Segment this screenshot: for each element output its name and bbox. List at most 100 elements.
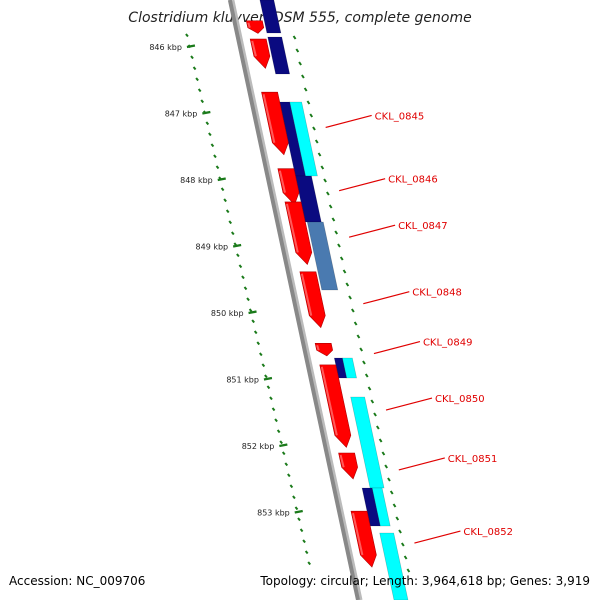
gene-label-leader [348, 224, 396, 238]
outer-track-dash [400, 542, 405, 547]
kbp-tick-label: 846 kbp [149, 43, 182, 52]
ruler-dot [251, 319, 255, 324]
ruler-dot [274, 418, 278, 423]
kbp-tick-label: 847 kbp [165, 110, 198, 119]
kbp-tick [279, 443, 288, 448]
gene-arrow-highlight [262, 94, 276, 143]
outer-track-dash [398, 529, 402, 534]
ruler-dot [210, 143, 215, 148]
feature-block [306, 221, 339, 291]
kbp-tick-label: 853 kbp [257, 509, 290, 518]
ruler-dot [246, 297, 250, 302]
ruler-dot [279, 440, 283, 445]
gene-label-leader [363, 291, 410, 305]
outer-track-dash [292, 35, 297, 40]
outer-track-dash [317, 152, 322, 157]
ruler-dot [228, 220, 233, 225]
ruler-dot [289, 484, 294, 489]
gene-label-text: CKL_0845 [375, 111, 425, 122]
ruler-dot [253, 330, 258, 335]
ruler-dot [238, 264, 243, 269]
ruler-dot [220, 187, 225, 192]
gene-label-leader [325, 114, 372, 129]
ruler-dot [287, 473, 291, 478]
kbp-ruler: 846 kbp 847 kbp 848 kbp 849 kbp 850 kbp 851 k… [149, 33, 311, 566]
gene-arrow [277, 168, 300, 206]
gene-arrow-highlight [300, 273, 313, 316]
backbone-line [227, 0, 360, 600]
feature-block [350, 396, 385, 489]
gene-labels: CKL_0845 CKL_0846 CKL_0847 CKL_0848 CKL_0849… [325, 111, 513, 544]
gene-arrow [249, 38, 271, 69]
ruler-dot [185, 33, 189, 38]
ruler-dot [264, 374, 268, 379]
gene-arrow [350, 510, 377, 568]
gene-label-leader [373, 340, 421, 355]
kbp-tick-label: 850 kbp [211, 309, 244, 318]
outer-track-dash [323, 178, 327, 183]
outer-track-dash [395, 516, 400, 521]
outer-track-dash [353, 321, 358, 326]
ruler-dot [205, 121, 210, 126]
ruler-dot [302, 539, 306, 544]
outer-track-dash [328, 204, 333, 209]
kbp-tick [217, 177, 226, 182]
outer-track-dash [392, 503, 397, 508]
outer-track-dash [356, 334, 361, 339]
feature-block [289, 101, 318, 177]
outer-track-dash [314, 139, 319, 144]
outer-track-dash [403, 555, 408, 560]
ruler-dot [223, 198, 227, 203]
gene-arrow-highlight [320, 366, 338, 436]
ruler-dot [248, 308, 253, 313]
gene-label-leader [385, 397, 433, 411]
gene-arrow-highlight [352, 512, 364, 556]
ruler-dot [297, 517, 301, 522]
gene-label-text: CKL_0850 [435, 394, 485, 405]
ruler-dot [304, 550, 309, 555]
gene-arrow-highlight [286, 203, 299, 253]
gene-arrow [284, 201, 313, 266]
kbp-tick [263, 376, 273, 381]
feature-block [371, 487, 391, 527]
outer-track-dash [370, 399, 375, 404]
feature-tracks [259, 0, 411, 600]
outer-track-dash [301, 74, 305, 79]
ruler-dot [243, 286, 248, 291]
ruler-dot [236, 253, 240, 258]
ruler-dot [261, 363, 266, 368]
outer-track-dash [367, 386, 372, 391]
ruler-dot [256, 341, 261, 346]
outer-track-dash [376, 425, 380, 430]
kbp-tick-label: 852 kbp [242, 442, 275, 451]
gene-arrow-highlight [278, 170, 286, 193]
kbp-tick-label: 851 kbp [226, 376, 259, 385]
ruler-dot [190, 55, 194, 60]
gene-label-text: CKL_0849 [423, 338, 473, 349]
gene-label-text: CKL_0848 [412, 288, 462, 299]
outer-track-dash [339, 256, 344, 261]
gene-label-leader [414, 530, 461, 544]
gene-arrow-highlight [247, 22, 251, 28]
ruler-dot [281, 451, 286, 456]
accession-text: Accession: NC_009706 [9, 574, 146, 588]
outer-track-dash [334, 230, 339, 235]
ruler-dot [215, 165, 220, 170]
outer-track-dash [348, 295, 352, 300]
gene-label-text: CKL_0852 [463, 527, 513, 538]
ruler-dot [208, 132, 212, 137]
kbp-tick [248, 310, 257, 315]
outer-track-dash [312, 126, 316, 131]
kbp-tick [294, 509, 303, 514]
ruler-dot [195, 77, 199, 82]
ruler-dot [294, 506, 299, 511]
outer-track-dash [342, 269, 347, 274]
ruler-dot [299, 528, 304, 533]
outer-track-dash [351, 308, 355, 313]
gene-arrow [299, 271, 326, 329]
outer-track-dash [337, 243, 341, 248]
kbp-tick [232, 243, 242, 248]
kbp-tick [202, 110, 211, 115]
outer-track-dash [381, 451, 386, 456]
